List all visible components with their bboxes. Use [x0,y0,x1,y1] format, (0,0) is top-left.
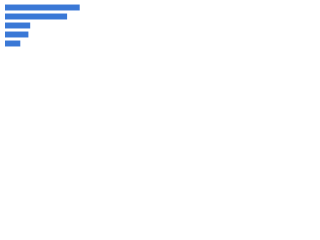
page: {"chart_data": {"type": "hbar", "categor… [0,0,100,71]
bar [5,22,31,29]
bar [5,40,21,47]
bar [5,31,29,38]
bar [5,13,68,20]
chart [5,4,80,47]
bar [5,4,80,11]
